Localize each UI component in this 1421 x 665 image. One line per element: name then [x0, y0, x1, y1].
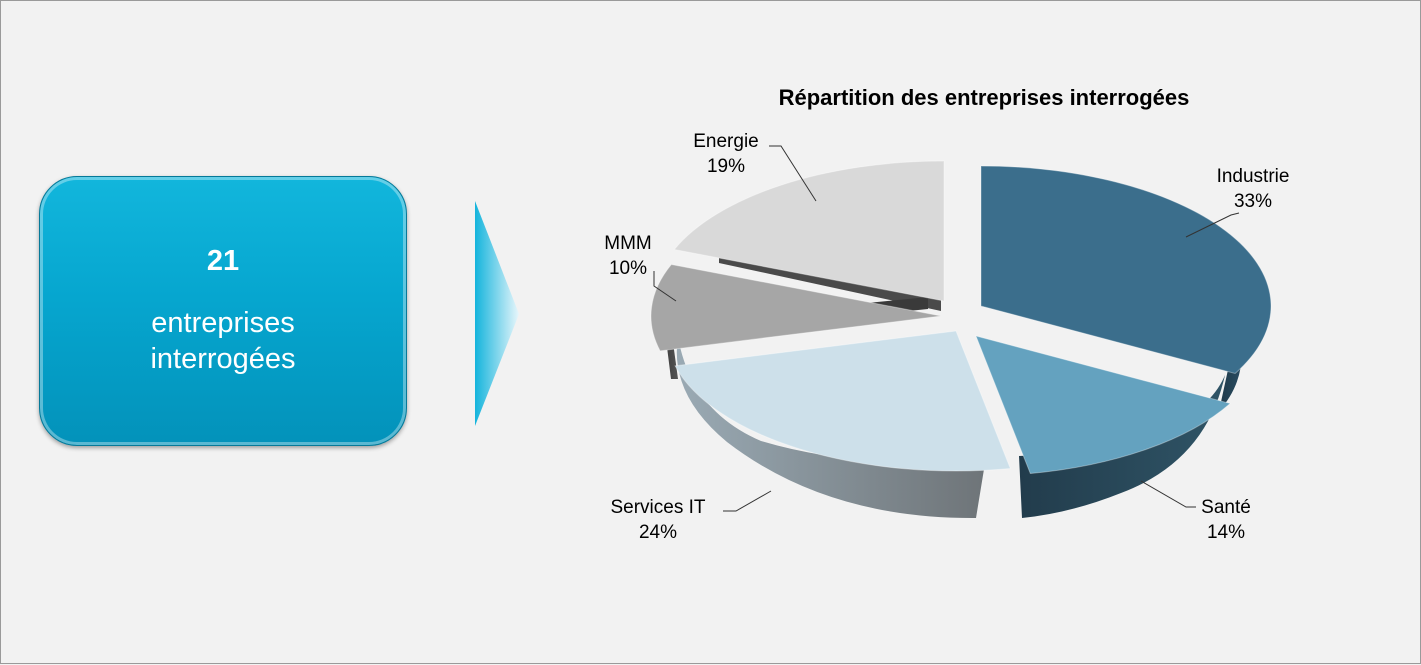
flow-arrow-icon — [475, 201, 519, 426]
pie-slice-energie — [673, 160, 945, 302]
pie-side-services-it — [676, 337, 986, 519]
respondent-label: entreprises interrogées — [40, 305, 406, 377]
leader-mmm — [653, 271, 677, 302]
leader-industrie — [1185, 212, 1240, 238]
pie-slice-santé — [975, 335, 1232, 475]
slice-label-name: Services IT — [610, 497, 705, 518]
slice-label-value: 24% — [639, 522, 677, 543]
pie-slice-mmm — [650, 263, 942, 352]
respondent-label-line1: entreprises — [151, 307, 295, 339]
pie-slice-industrie — [980, 165, 1272, 374]
chart-title: Répartition des entreprises interrogées — [779, 85, 1190, 110]
pie-slice-services-it — [674, 330, 1012, 472]
pie-slices — [650, 160, 1272, 475]
leader-lines — [653, 145, 1240, 512]
slice-label-name: Industrie — [1217, 166, 1290, 187]
respondent-label-line2: interrogées — [150, 343, 296, 375]
leader-sante — [1140, 480, 1196, 508]
slice-label-name: Santé — [1201, 497, 1251, 518]
slice-label-value: 33% — [1234, 191, 1272, 212]
slice-label-value: 19% — [707, 156, 745, 177]
slice-label-name: MMM — [604, 233, 651, 254]
leader-energie — [769, 145, 817, 202]
slice-label-value: 14% — [1207, 522, 1245, 543]
pie-labels: Industrie 33% Santé 14% Services IT 24% MMM 10%… — [604, 131, 1289, 543]
slice-label-value: 10% — [609, 258, 647, 279]
respondent-count: 21 — [206, 245, 240, 277]
respondent-count-box: 21 entreprises interrogées — [39, 176, 407, 446]
leader-services-it — [723, 490, 772, 512]
slice-label-name: Energie — [693, 131, 759, 152]
